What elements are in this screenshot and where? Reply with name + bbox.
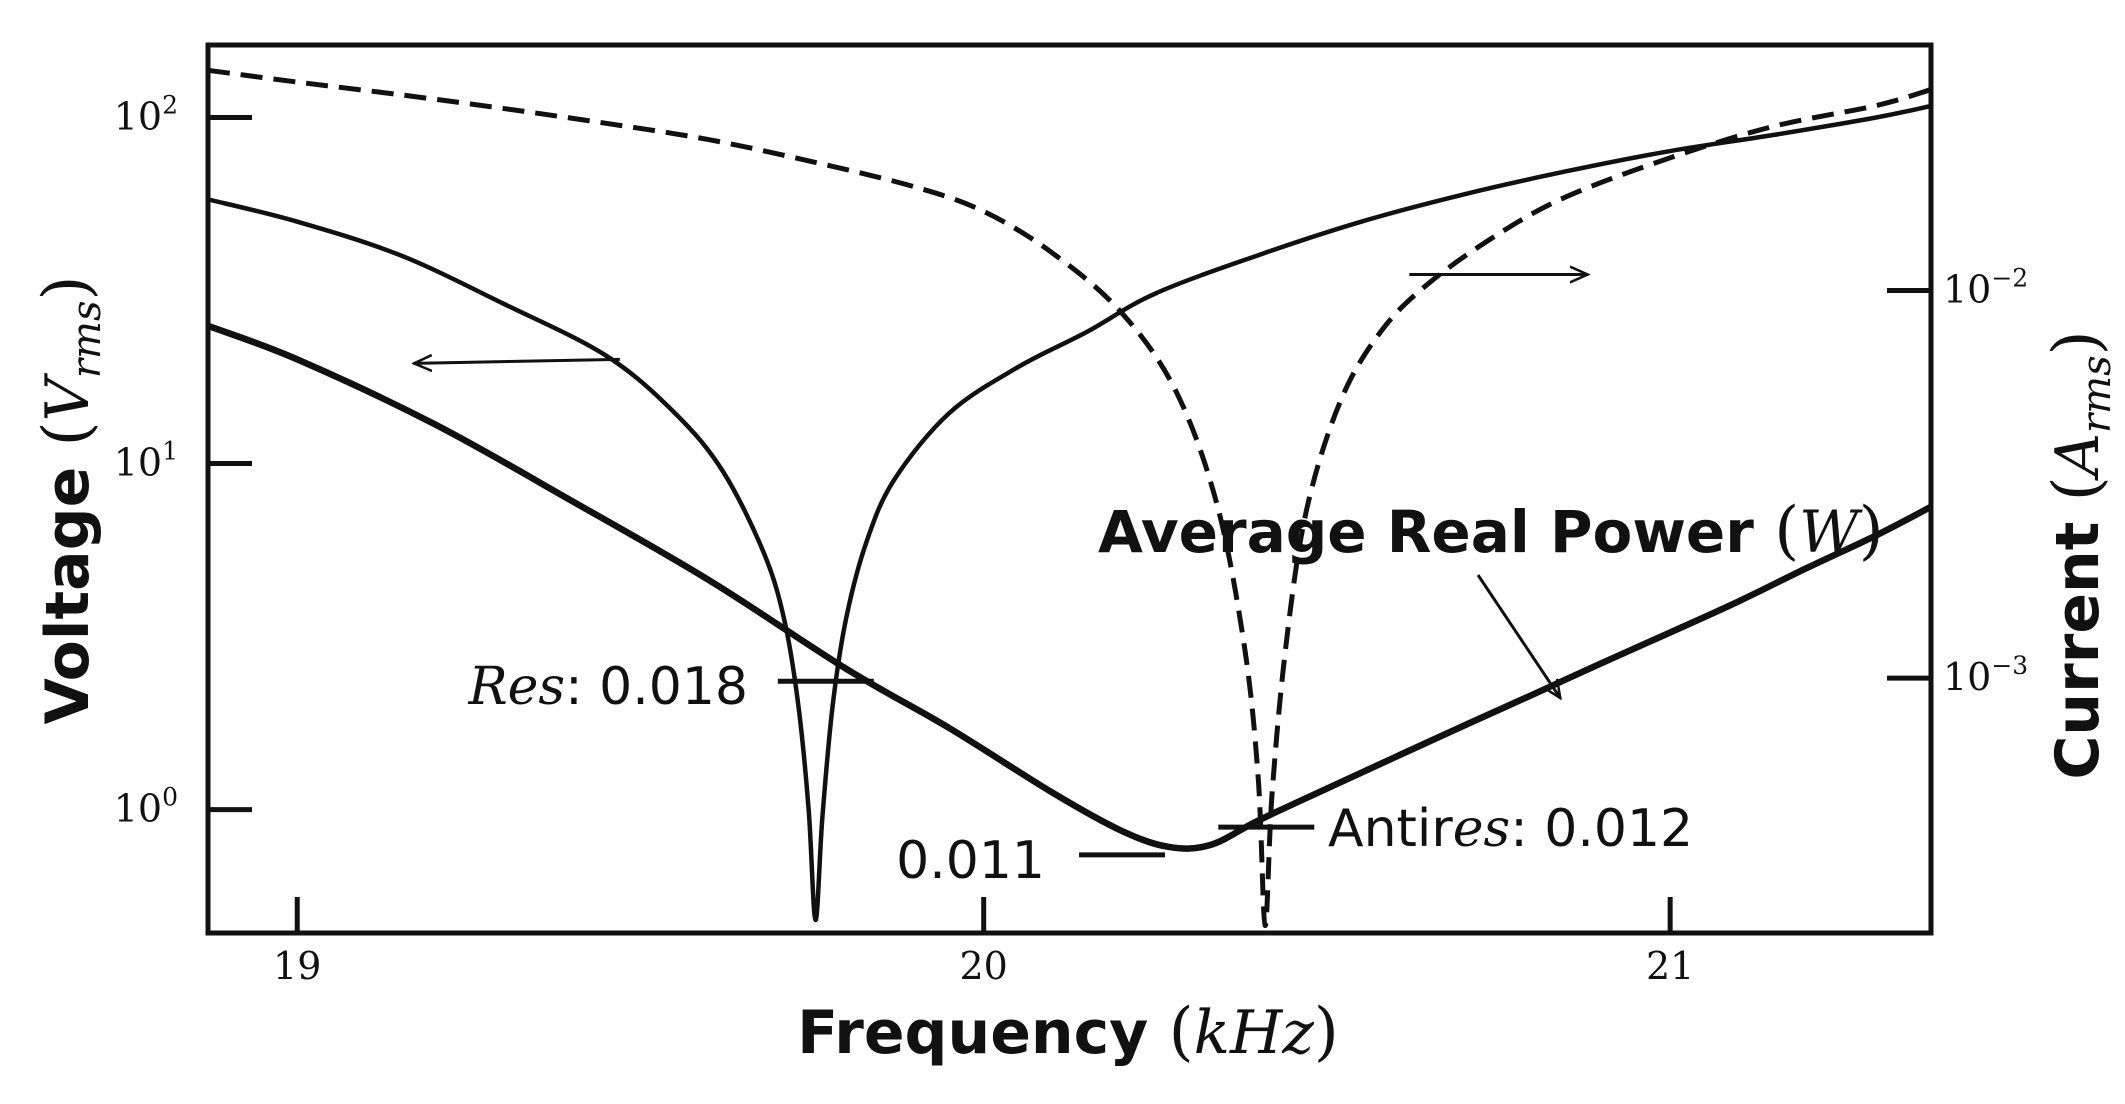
voltage-axis-arrow	[414, 359, 620, 363]
voltage-line	[207, 103, 1932, 923]
y-left-tick-label-0: 100	[114, 783, 178, 831]
x-axis-title: Frequency (kHz)	[797, 995, 1339, 1069]
x-tick-label-20: 20	[960, 944, 1008, 988]
y-axis-left-title: Voltage (Vrms)	[30, 276, 110, 725]
plot-area	[205, 42, 1934, 936]
axis-tick-labels: 19 20 21 100 101 102 10−3 10−2	[114, 91, 2028, 988]
axis-ticks	[208, 115, 1931, 933]
annotation-markers	[414, 274, 1588, 858]
y-left-tick-label-1: 101	[114, 437, 178, 485]
min-power-annotation: 0.011	[896, 831, 1045, 891]
y-axis-right-title: Current (Arms)	[2040, 330, 2120, 779]
x-tick-label-21: 21	[1646, 944, 1694, 988]
current-line	[207, 67, 1932, 929]
power-pointer-arrow	[1476, 574, 1560, 698]
y-right-tick-label-1: 10−2	[1943, 264, 2028, 312]
y-left-tick-label-2: 102	[114, 91, 178, 139]
series-title-average-real-power: Average Real Power (W)	[1098, 494, 1884, 568]
chart-series	[206, 67, 1933, 929]
x-tick-label-19: 19	[273, 944, 321, 988]
average-real-power-line	[206, 322, 1933, 852]
y-right-tick-label-0: 10−3	[1943, 651, 2028, 699]
res-annotation: Res: 0.018	[467, 657, 748, 717]
antires-annotation: Antires: 0.012	[1328, 799, 1693, 859]
